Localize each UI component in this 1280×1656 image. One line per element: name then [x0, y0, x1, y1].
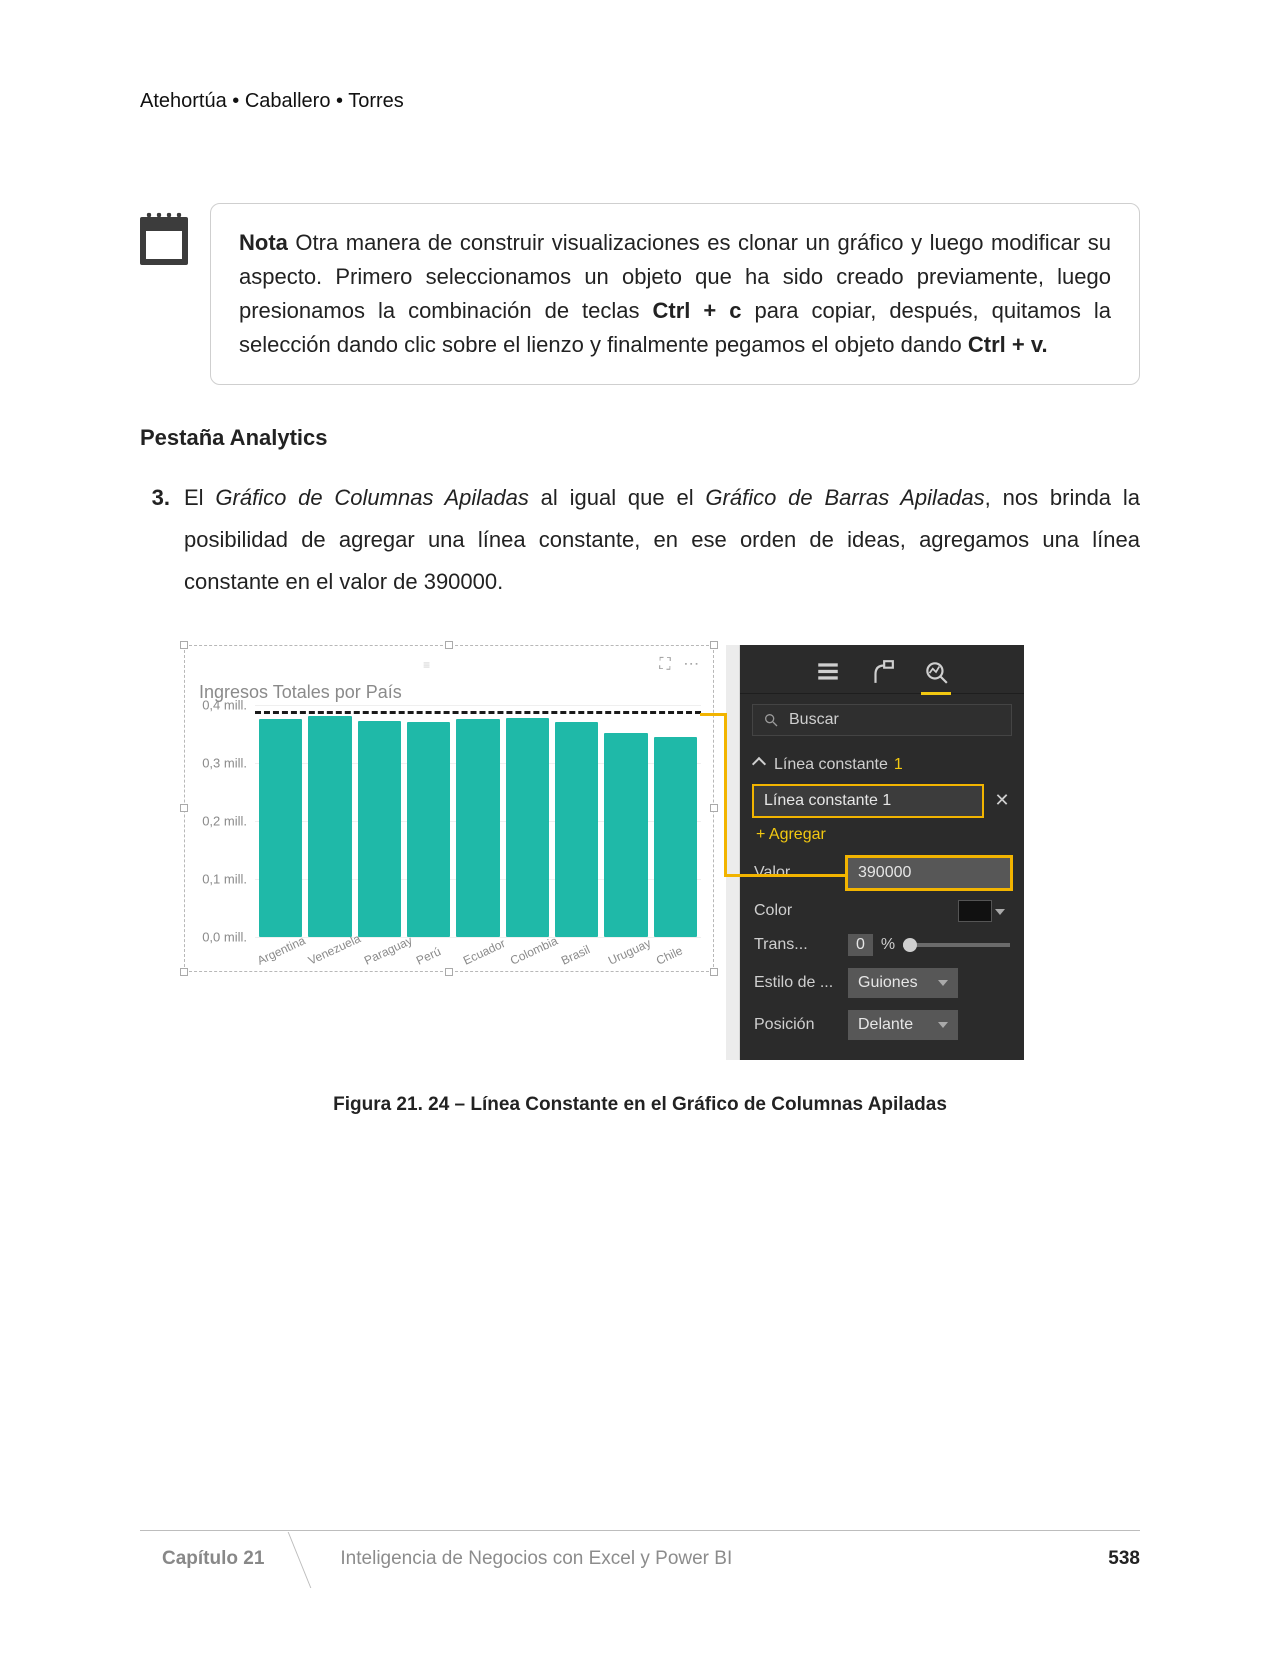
value-label: Valor — [754, 864, 834, 882]
value-field: Valor 390000 — [740, 852, 1024, 894]
step-italic-1: Gráfico de Columnas Apiladas — [215, 485, 528, 510]
x-axis-label: Colombia — [508, 933, 569, 987]
authors-line: Atehortúa • Caballero • Torres — [140, 90, 1140, 113]
drag-grip-icon[interactable]: ≡ — [423, 658, 431, 672]
footer-chapter: Capítulo 21 — [140, 1548, 286, 1570]
bar[interactable] — [259, 719, 302, 937]
style-label: Estilo de ... — [754, 974, 834, 992]
style-field: Estilo de ... Guiones — [740, 962, 1024, 1004]
note-callout: Nota Otra manera de construir visualizac… — [140, 203, 1140, 385]
focus-mode-icon[interactable]: ⛶ — [659, 656, 674, 673]
constant-line — [255, 711, 701, 714]
more-options-icon[interactable]: ⋯ — [675, 656, 703, 673]
bar[interactable] — [555, 722, 598, 937]
section-label: Línea constante — [774, 756, 888, 773]
transparency-slider[interactable] — [903, 943, 1010, 947]
bar[interactable] — [456, 719, 499, 937]
position-dropdown[interactable]: Delante — [848, 1010, 958, 1040]
remove-line-button[interactable]: ✕ — [992, 790, 1012, 811]
y-axis-tick: 0,0 mill. — [202, 929, 247, 944]
notepad-icon — [140, 217, 188, 265]
chart-title: Ingresos Totales por País — [191, 678, 707, 705]
color-field: Color — [740, 894, 1024, 928]
visual-header: ≡ ⛶ ⋯ — [191, 652, 707, 678]
search-placeholder: Buscar — [789, 711, 839, 729]
note-label: Nota — [239, 230, 288, 255]
x-axis-label: Venezuela — [306, 931, 372, 987]
kbd-copy: Ctrl + c — [653, 298, 742, 323]
footer-title: Inteligencia de Negocios con Excel y Pow… — [286, 1548, 1108, 1570]
step-italic-2: Gráfico de Barras Apiladas — [705, 485, 984, 510]
page-footer: Capítulo 21 Inteligencia de Negocios con… — [140, 1530, 1140, 1586]
transparency-unit: % — [881, 936, 895, 954]
value-input[interactable]: 390000 — [848, 858, 1010, 888]
color-label: Color — [754, 902, 834, 920]
chevron-up-icon — [752, 757, 766, 771]
step-number: 3. — [140, 477, 184, 602]
add-line-button[interactable]: + Agregar — [740, 818, 1024, 852]
y-axis-tick: 0,2 mill. — [202, 813, 247, 828]
position-field: Posición Delante — [740, 1004, 1024, 1046]
x-axis-label: Chile — [654, 935, 712, 988]
kbd-paste: Ctrl + v. — [968, 332, 1048, 357]
style-dropdown[interactable]: Guiones — [848, 968, 958, 998]
chart-plot-area: 0,4 mill.0,3 mill.0,2 mill.0,1 mill.0,0 … — [197, 705, 701, 965]
fields-tab-icon[interactable] — [815, 659, 841, 685]
numbered-step-3: 3. El Gráfico de Columnas Apiladas al ig… — [140, 477, 1140, 602]
section-count: 1 — [894, 756, 903, 773]
transparency-field: Trans... 0 % — [740, 928, 1024, 962]
analytics-pane: Buscar Línea constante 1 Línea constante … — [740, 645, 1024, 1060]
color-picker[interactable] — [958, 900, 992, 922]
format-tab-icon[interactable] — [869, 659, 895, 685]
bar[interactable] — [308, 716, 351, 936]
bar[interactable] — [506, 718, 549, 937]
pane-tabs — [740, 645, 1024, 694]
section-heading-analytics: Pestaña Analytics — [140, 425, 1140, 451]
search-icon — [763, 712, 779, 728]
constant-line-section-header[interactable]: Línea constante 1 — [740, 746, 1024, 784]
y-axis-tick: 0,3 mill. — [202, 755, 247, 770]
y-axis-tick: 0,4 mill. — [202, 697, 247, 712]
constant-line-chip-label: Línea constante 1 — [752, 784, 984, 818]
powerbi-chart-visual[interactable]: ≡ ⛶ ⋯ Ingresos Totales por País 0,4 mill… — [184, 645, 714, 972]
y-axis-tick: 0,1 mill. — [202, 871, 247, 886]
figure-caption: Figura 21. 24 – Línea Constante en el Gr… — [140, 1094, 1140, 1116]
footer-page-number: 538 — [1108, 1548, 1140, 1570]
constant-line-chip[interactable]: Línea constante 1 ✕ — [752, 784, 1012, 818]
figure-21-24: ≡ ⛶ ⋯ Ingresos Totales por País 0,4 mill… — [184, 645, 1140, 1060]
transparency-label: Trans... — [754, 936, 834, 954]
x-axis-label: Paraguay — [362, 933, 424, 987]
step-text-pre: El — [184, 485, 215, 510]
bar[interactable] — [358, 721, 401, 937]
step-text-mid: al igual que el — [529, 485, 706, 510]
x-axis-label: Uruguay — [606, 935, 664, 988]
bar[interactable] — [604, 733, 647, 937]
position-label: Posición — [754, 1016, 834, 1034]
search-input[interactable]: Buscar — [752, 704, 1012, 736]
bar[interactable] — [654, 737, 697, 937]
bar[interactable] — [407, 722, 450, 937]
note-box: Nota Otra manera de construir visualizac… — [210, 203, 1140, 385]
analytics-tab-icon[interactable] — [923, 659, 949, 685]
transparency-value[interactable]: 0 — [848, 934, 873, 956]
